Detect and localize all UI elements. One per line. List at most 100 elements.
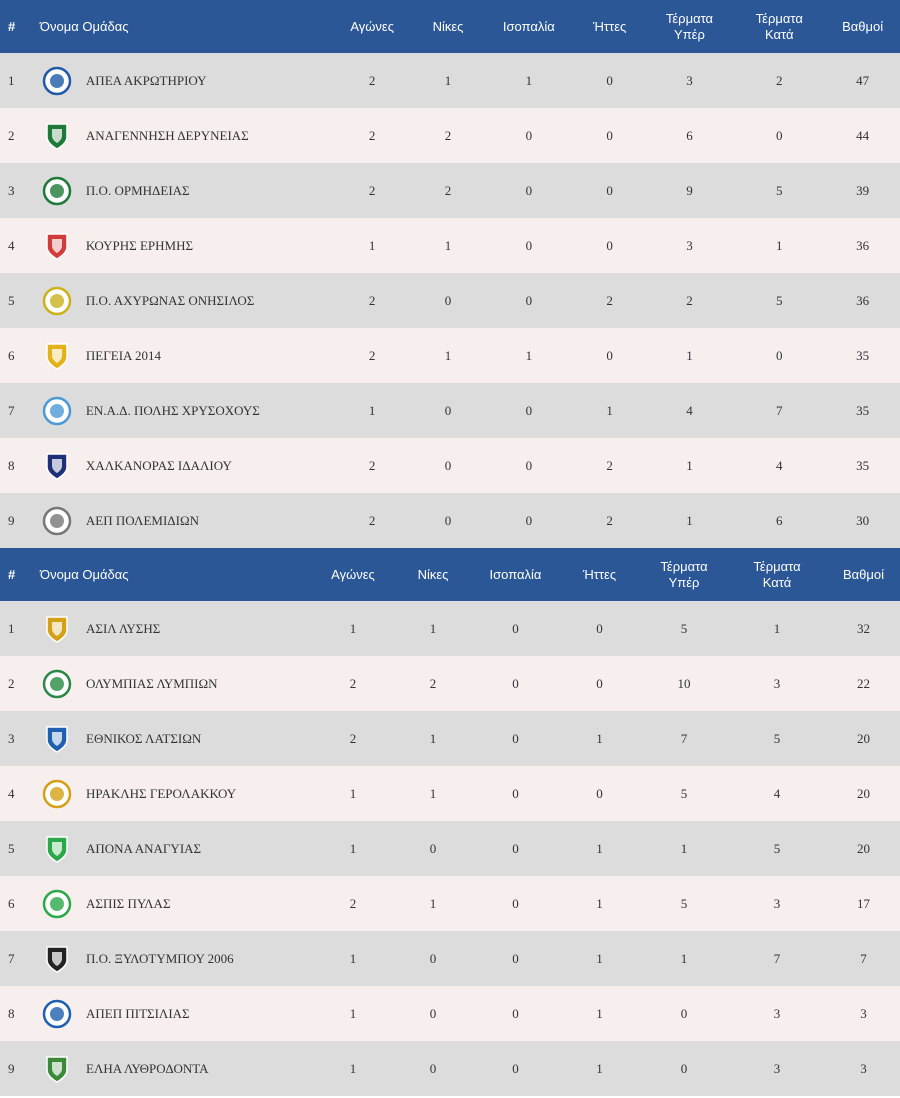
goals-for-cell: 2	[686, 292, 693, 308]
team-name[interactable]: Π.Ο. ΟΡΜΗΔΕΙΑΣ	[85, 182, 190, 198]
team-cell[interactable]: ΚΟΥΡΗΣ ΕΡΗΜΗΣ	[40, 229, 332, 263]
team-name[interactable]: ΑΠΟΝΑ ΑΝΑΓΥΙΑΣ	[86, 840, 202, 856]
team-name[interactable]: Π.Ο. ΞΥΛΟΤΥΜΠΟΥ 2006	[86, 950, 234, 966]
team-cell[interactable]: ΧΑΛΚΑΝΟΡΑΣ ΙΔΑΛΙΟΥ	[40, 449, 332, 483]
table-body: 1 ΑΣΙΛ ΛΥΣΗΣ 1 1 0 0 5 1 32 2 ΟΛΥΜΠΙΑΣ ΛΥΜΠΙΩΝ 2 2 0 0…	[0, 601, 900, 1096]
losses-cell: 2	[606, 457, 613, 473]
team-cell[interactable]: Π.Ο. ΞΥΛΟΤΥΜΠΟΥ 2006	[40, 942, 313, 976]
header-goals-against: Τέρματα Κατά	[733, 11, 825, 43]
draws-cell: 0	[525, 182, 533, 198]
team-name[interactable]: ΗΡΑΚΛΗΣ ΓΕΡΟΛΑΚΚΟΥ	[86, 785, 237, 801]
team-name[interactable]: ΠΕΓΕΙΑ 2014	[85, 347, 161, 363]
black-gold-circle-crest-icon	[40, 612, 74, 646]
team-name[interactable]: ΑΝΑΓΕΝΝΗΣΗ ΔΕΡΥΝΕΙΑΣ	[85, 127, 249, 143]
losses-cell: 0	[596, 620, 603, 636]
position-cell: 9	[8, 512, 15, 528]
wins-cell: 0	[444, 292, 452, 308]
played-cell: 2	[368, 127, 376, 143]
points-cell: 35	[856, 457, 870, 473]
header-pos: #	[8, 566, 16, 582]
team-name[interactable]: ΕΝ.Α.Δ. ΠΟΛΗΣ ΧΡΥΣΟΧΟΥΣ	[85, 402, 260, 418]
wins-cell: 0	[444, 402, 452, 418]
white-circle-crest-icon	[40, 504, 74, 538]
position-cell: 5	[8, 292, 15, 308]
goals-against-cell: 5	[773, 840, 781, 856]
goals-for-cell: 9	[686, 182, 693, 198]
goals-for-cell: 5	[680, 785, 688, 801]
team-name[interactable]: ΑΕΠ ΠΟΛΕΜΙΔΙΩΝ	[85, 512, 200, 528]
losses-cell: 1	[596, 1005, 603, 1021]
standings-table-2: # Όνομα Ομάδας Αγώνες Νίκες Ισοπαλία Ήττ…	[0, 548, 900, 1096]
team-cell[interactable]: ΕΛΗΑ ΛΥΘΡΟΔΟΝΤΑ	[40, 1052, 313, 1086]
team-cell[interactable]: ΟΛΥΜΠΙΑΣ ΛΥΜΠΙΩΝ	[40, 667, 313, 701]
played-cell: 1	[349, 840, 357, 856]
position-cell: 2	[8, 675, 15, 691]
green-circle-crest-icon	[40, 667, 74, 701]
goals-against-cell: 5	[776, 182, 783, 198]
played-cell: 1	[349, 785, 357, 801]
team-name[interactable]: ΕΘΝΙΚΟΣ ΛΑΤΣΙΩΝ	[86, 730, 202, 746]
wins-cell: 1	[444, 72, 452, 88]
team-name[interactable]: Π.Ο. ΑΧΥΡΩΝΑΣ ΟΝΗΣΙΛΟΣ	[85, 292, 255, 308]
team-name[interactable]: ΟΛΥΜΠΙΑΣ ΛΥΜΠΙΩΝ	[86, 675, 218, 691]
green-striped-shield-icon	[40, 887, 74, 921]
goals-against-cell: 5	[773, 730, 781, 746]
header-played: Αγώνες	[350, 18, 394, 34]
goals-against-cell: 3	[773, 675, 781, 691]
points-cell: 47	[856, 72, 870, 88]
goals-for-cell: 5	[680, 895, 688, 911]
position-cell: 9	[8, 1060, 15, 1076]
position-cell: 3	[8, 182, 15, 198]
team-name[interactable]: ΚΟΥΡΗΣ ΕΡΗΜΗΣ	[85, 237, 194, 253]
header-goals-for-line1: Τέρματα	[660, 558, 708, 574]
team-cell[interactable]: ΕΝ.Α.Δ. ΠΟΛΗΣ ΧΡΥΣΟΧΟΥΣ	[40, 394, 332, 428]
draws-cell: 0	[525, 512, 533, 528]
draws-cell: 0	[512, 840, 519, 856]
standings-table-1: # Όνομα Ομάδας Αγώνες Νίκες Ισοπαλία Ήττ…	[0, 0, 900, 548]
team-cell[interactable]: ΗΡΑΚΛΗΣ ΓΕΡΟΛΑΚΚΟΥ	[40, 777, 313, 811]
team-cell[interactable]: ΠΕΓΕΙΑ 2014	[40, 339, 332, 373]
losses-cell: 1	[596, 840, 603, 856]
table-header: # Όνομα Ομάδας Αγώνες Νίκες Ισοπαλία Ήττ…	[0, 548, 900, 601]
points-cell: 44	[856, 127, 870, 143]
yellow-black-badge-icon	[40, 339, 74, 373]
table-row: 1 ΑΣΙΛ ΛΥΣΗΣ 1 1 0 0 5 1 32	[0, 601, 900, 656]
header-draws: Ισοπαλία	[489, 566, 542, 582]
team-cell[interactable]: ΑΝΑΓΕΝΝΗΣΗ ΔΕΡΥΝΕΙΑΣ	[40, 119, 332, 153]
team-name[interactable]: ΑΠΕΑ ΑΚΡΩΤΗΡΙΟΥ	[85, 72, 207, 88]
team-cell[interactable]: ΑΠΟΝΑ ΑΝΑΓΥΙΑΣ	[40, 832, 313, 866]
team-name[interactable]: ΑΣΠΙΣ ΠΥΛΑΣ	[86, 895, 171, 911]
goals-for-cell: 6	[686, 127, 693, 143]
team-cell[interactable]: Π.Ο. ΟΡΜΗΔΕΙΑΣ	[40, 174, 332, 208]
played-cell: 2	[349, 895, 357, 911]
table-row: 6 ΠΕΓΕΙΑ 2014 2 1 1 0 1 0 35	[0, 328, 900, 383]
team-name[interactable]: ΕΛΗΑ ΛΥΘΡΟΔΟΝΤΑ	[86, 1060, 209, 1076]
team-cell[interactable]: ΑΣΠΙΣ ΠΥΛΑΣ	[40, 887, 313, 921]
played-cell: 2	[368, 182, 376, 198]
table-row: 2 ΑΝΑΓΕΝΝΗΣΗ ΔΕΡΥΝΕΙΑΣ 2 2 0 0 6 0 44	[0, 108, 900, 163]
position-cell: 5	[8, 840, 15, 856]
draws-cell: 0	[512, 730, 519, 746]
team-name[interactable]: ΑΠΕΠ ΠΙΤΣΙΛΙΑΣ	[86, 1005, 190, 1021]
position-cell: 6	[8, 347, 15, 363]
table-row: 6 ΑΣΠΙΣ ΠΥΛΑΣ 2 1 0 1 5 3 17	[0, 876, 900, 931]
black-white-striped-shield-icon	[40, 942, 74, 976]
draws-cell: 0	[512, 785, 519, 801]
wins-cell: 2	[429, 675, 437, 691]
team-name[interactable]: ΧΑΛΚΑΝΟΡΑΣ ΙΔΑΛΙΟΥ	[85, 457, 232, 473]
team-cell[interactable]: ΕΘΝΙΚΟΣ ΛΑΤΣΙΩΝ	[40, 722, 313, 756]
team-cell[interactable]: Π.Ο. ΑΧΥΡΩΝΑΣ ΟΝΗΣΙΛΟΣ	[40, 284, 332, 318]
wins-cell: 1	[444, 347, 452, 363]
header-goals-for: Τέρματα Υπέρ	[641, 559, 727, 591]
losses-cell: 0	[596, 675, 603, 691]
goals-for-cell: 10	[677, 675, 691, 691]
goals-for-cell: 1	[686, 512, 693, 528]
team-cell[interactable]: ΑΣΙΛ ΛΥΣΗΣ	[40, 612, 313, 646]
team-cell[interactable]: ΑΠΕΑ ΑΚΡΩΤΗΡΙΟΥ	[40, 64, 332, 98]
wins-cell: 1	[429, 620, 437, 636]
table-row: 3 Π.Ο. ΟΡΜΗΔΕΙΑΣ 2 2 0 0 9 5 39	[0, 163, 900, 218]
team-cell[interactable]: ΑΠΕΠ ΠΙΤΣΙΛΙΑΣ	[40, 997, 313, 1031]
position-cell: 4	[8, 237, 15, 253]
team-name[interactable]: ΑΣΙΛ ΛΥΣΗΣ	[86, 620, 161, 636]
team-cell[interactable]: ΑΕΠ ΠΟΛΕΜΙΔΙΩΝ	[40, 504, 332, 538]
